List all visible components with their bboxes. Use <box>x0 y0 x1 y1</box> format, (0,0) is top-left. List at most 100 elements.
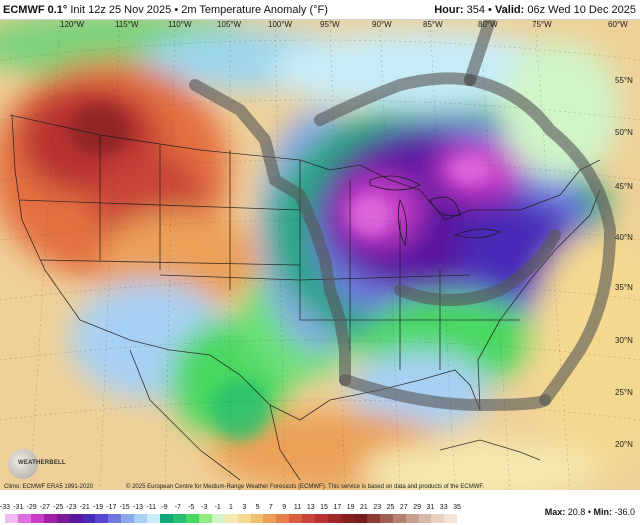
color-legend: -33 -31 -29 -27 -25 -23 -21 -19 -17 -15 -13 -11 -9 -7… <box>0 504 461 524</box>
legend-swatch <box>147 514 161 523</box>
legend-label: -23 <box>66 504 77 511</box>
great-lakes <box>369 175 502 247</box>
hour-value: 354 <box>466 4 485 16</box>
lon-label: 110°W <box>168 20 192 29</box>
legend-swatch <box>418 514 432 523</box>
legend-label: 9 <box>282 504 287 511</box>
max-min-readout: Max: 20.8 • Min: -36.0 <box>544 507 635 517</box>
lon-label: 75°W <box>532 20 552 29</box>
legend-swatch <box>315 514 329 523</box>
legend-swatch <box>379 514 393 523</box>
legend-label: -7 <box>174 504 181 511</box>
legend-label: 1 <box>229 504 233 511</box>
legend-label: -33 <box>0 504 11 511</box>
legend-label: 11 <box>293 504 302 511</box>
init-time: Init 12z 25 Nov 2025 <box>70 4 172 16</box>
legend-label: -31 <box>13 504 24 511</box>
legend-label: 7 <box>268 504 273 511</box>
legend-label: 13 <box>306 504 315 511</box>
logo-text: WEATHERBELL <box>18 460 66 466</box>
legend-swatch <box>211 514 225 523</box>
lat-label: 40°N <box>615 233 633 242</box>
legend-swatch <box>30 514 44 523</box>
legend-label: 15 <box>320 504 328 511</box>
max-value: 20.8 <box>567 507 586 517</box>
legend-swatch <box>431 514 445 523</box>
map-header: ECMWF 0.1° Init 12z 25 Nov 2025 • 2m Tem… <box>0 0 640 20</box>
legend-swatch <box>43 514 57 523</box>
legend-swatch <box>302 514 316 523</box>
legend-label: -9 <box>161 504 168 511</box>
legend-label: 35 <box>453 504 461 511</box>
lat-label: 30°N <box>615 336 633 345</box>
lon-label: 60°W <box>608 20 628 29</box>
lon-label: 115°W <box>115 20 139 29</box>
lat-label: 35°N <box>615 283 633 292</box>
political-borders <box>9 114 601 481</box>
legend-label: -17 <box>106 504 117 511</box>
lon-label: 95°W <box>320 20 340 29</box>
legend-label: 27 <box>399 504 408 511</box>
lon-label: 90°W <box>372 20 392 29</box>
lat-label: 20°N <box>615 440 633 449</box>
legend-swatch <box>198 514 212 523</box>
model-name: ECMWF 0.1° <box>3 4 68 16</box>
legend-swatch <box>121 514 135 523</box>
legend-swatch <box>185 514 199 523</box>
valid-value: 06z Wed 10 Dec 2025 <box>527 4 636 16</box>
legend-swatch <box>172 514 186 523</box>
legend-labels: -33 -31 -29 -27 -25 -23 -21 -19 -17 -15 -13 -11 -9 -7… <box>0 504 461 513</box>
legend-swatch <box>392 514 406 523</box>
max-label: Max: <box>544 507 566 517</box>
legend-label: 3 <box>242 504 247 511</box>
legend-swatch <box>276 514 290 523</box>
legend-swatch <box>160 514 173 523</box>
legend-swatch <box>289 514 303 523</box>
legend-label: -29 <box>26 504 37 511</box>
legend-swatches <box>5 514 458 523</box>
legend-swatch <box>17 514 31 523</box>
legend-swatch <box>69 514 83 523</box>
legend-label: -19 <box>92 504 104 511</box>
header-right: Hour: 354 • Valid: 06z Wed 10 Dec 2025 <box>434 0 636 20</box>
legend-label: -5 <box>187 504 195 511</box>
lon-label: 80°W <box>478 20 498 29</box>
legend-label: 23 <box>373 504 382 511</box>
copyright-notice: © 2025 European Centre for Medium-Range … <box>126 484 485 490</box>
legend-label: 19 <box>346 504 355 511</box>
legend-label: -25 <box>53 504 64 511</box>
lat-label: 45°N <box>615 182 633 191</box>
map-canvas <box>0 20 640 490</box>
anomaly-fill-detail <box>70 105 492 440</box>
legend-swatch <box>340 514 354 523</box>
legend-swatch <box>224 514 238 523</box>
legend-label: -13 <box>132 504 143 511</box>
annotation-strokes <box>189 20 616 411</box>
weatherbell-logo: WEATHERBELL <box>8 449 66 479</box>
legend-label: 5 <box>255 504 260 511</box>
legend-swatch <box>108 514 122 523</box>
legend-swatch <box>250 514 264 523</box>
separator: • <box>488 4 492 16</box>
lon-label: 100°W <box>268 20 293 29</box>
min-value: -36.0 <box>614 507 635 517</box>
legend-label: 25 <box>386 504 395 511</box>
legend-swatch <box>5 514 18 523</box>
product-name: 2m Temperature Anomaly (°F) <box>181 4 328 16</box>
legend-swatch <box>95 514 109 523</box>
legend-swatch <box>353 514 367 523</box>
legend-swatch <box>328 514 341 523</box>
lat-label: 25°N <box>615 388 633 397</box>
legend-label: 31 <box>426 504 435 511</box>
legend-swatch <box>405 514 419 523</box>
legend-label: -27 <box>39 504 50 511</box>
legend-swatch <box>263 514 277 523</box>
lat-label: 50°N <box>615 128 633 137</box>
lon-label: 85°W <box>423 20 443 29</box>
legend-label: -21 <box>79 504 90 511</box>
valid-label: Valid: <box>494 4 525 16</box>
climo-label: Climo: ECMWF ERA5 1991-2020 <box>4 484 94 490</box>
header-left: ECMWF 0.1° Init 12z 25 Nov 2025 • 2m Tem… <box>3 0 328 20</box>
lat-label: 55°N <box>615 76 633 85</box>
legend-swatch <box>56 514 70 523</box>
